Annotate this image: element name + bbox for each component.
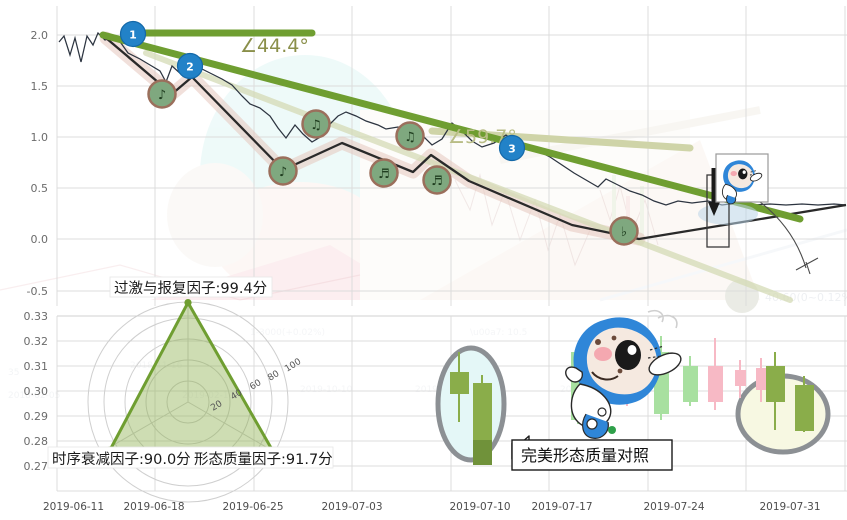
y-tick: 1.5 [31,80,49,93]
y-tick: 2.0 [31,29,49,42]
numbered-marker-3[interactable]: 3 [498,134,526,162]
angle-label-secondary: ∠59.7° [448,126,517,148]
x-axis-labels: 2019-06-11 2019-06-18 2019-06-25 2019-07… [43,501,821,513]
x-tick: 2019-06-25 [222,501,283,513]
x-tick: 2019-06-18 [123,501,184,513]
candle[interactable] [683,356,698,406]
x-tick: 2019-07-31 [759,501,820,513]
radar-labels: 过激与报复因子:99.4分 时序衰减因子:90.0分 形态质量因子:91.7分 [47,276,334,469]
x-tick: 2019-07-24 [643,501,704,513]
price-line [58,31,847,206]
candle[interactable] [450,352,469,422]
svg-text:\u00a7: 10.5: \u00a7: 10.5 [470,328,527,338]
note-glyph: ♪ [158,88,166,103]
numbered-marker-label: 3 [508,143,516,156]
note-glyph: ♪ [279,165,287,180]
note-marker[interactable]: ♫ [395,121,425,151]
note-marker[interactable]: ♬ [369,158,399,188]
left-pattern-ellipse [435,345,507,463]
note-marker[interactable]: ♪ [268,156,298,186]
numbered-markers-group: 1 2 3 [119,20,526,162]
svg-text:35: 35 [8,368,19,378]
candle[interactable] [756,358,767,402]
candle[interactable] [473,375,492,465]
angle-label-primary: ∠44.4° [240,35,309,57]
cartoon-character-overlay [565,309,682,439]
numbered-marker-label: 1 [129,29,137,42]
x-tick: 2019-06-11 [43,501,104,513]
y-tick: 0.31 [24,360,49,373]
watermark-layer: 40.60(0~0.12%) 2018-02-05 35 2019-10-10 … [8,55,847,401]
lower-y-axis-labels: 0.33 0.32 0.31 0.30 0.29 0.28 0.27 [24,310,49,473]
upper-panel-series [58,29,847,303]
svg-text:2019-10-10: 2019-10-10 [300,385,353,395]
radar-spokes [101,302,275,453]
candle[interactable] [766,352,785,430]
svg-text:1-3000(+0.02%): 1-3000(+0.02%) [250,328,325,338]
note-marker[interactable]: ♬ [422,165,452,195]
radar-left-label: 时序衰减因子:90.0分 [52,451,191,468]
y-tick: 0.28 [24,435,49,448]
note-marker[interactable]: ♪ [147,79,177,109]
secondary-trend-line-long [143,50,793,303]
candle-callout-label: 完美形态质量对照 [521,446,649,465]
radar-right-label: 形态质量因子:91.7分 [194,451,333,468]
svg-text:2018-02-05: 2018-02-05 [8,391,60,401]
numbered-marker-1[interactable]: 1 [119,20,147,48]
y-tick: 0.27 [24,460,49,473]
x-tick: 2019-07-03 [321,501,382,513]
upper-y-axis-labels: 2.0 1.5 1.0 0.5 0.0 -0.5 [27,29,48,298]
candle[interactable] [735,360,746,398]
candle[interactable] [795,376,814,432]
x-tick: 2019-07-10 [449,501,510,513]
note-glyph: ♬ [378,167,390,182]
cartoon-character-thumbnail [715,153,769,205]
note-glyph: ♭ [621,225,627,240]
y-tick: -0.5 [27,285,48,298]
zigzag-pivot-line [105,37,847,241]
y-tick: 0.0 [31,233,49,246]
numbered-marker-2[interactable]: 2 [176,52,204,80]
y-tick: 0.5 [31,182,49,195]
y-tick: 0.32 [24,335,49,348]
note-markers-group: ♪ ♪ ♫ ♬ ♫ ♬ ♭ [147,79,639,246]
note-marker[interactable]: ♫ [301,109,331,139]
note-glyph: ♬ [431,174,443,189]
note-glyph: ♫ [404,130,416,145]
x-tick: 2019-07-17 [531,501,592,513]
y-tick: 0.29 [24,410,49,423]
numbered-marker-label: 2 [186,61,194,74]
note-marker[interactable]: ♭ [609,216,639,246]
radar-top-label: 过激与报复因子:99.4分 [114,279,267,297]
y-tick: 0.30 [24,385,49,398]
candle-callout: 完美形态质量对照 [511,435,673,471]
y-tick: 1.0 [31,131,49,144]
main-trend-line [99,31,804,223]
y-tick: 0.33 [24,310,49,323]
note-glyph: ♫ [310,118,322,133]
candle[interactable] [708,338,723,410]
